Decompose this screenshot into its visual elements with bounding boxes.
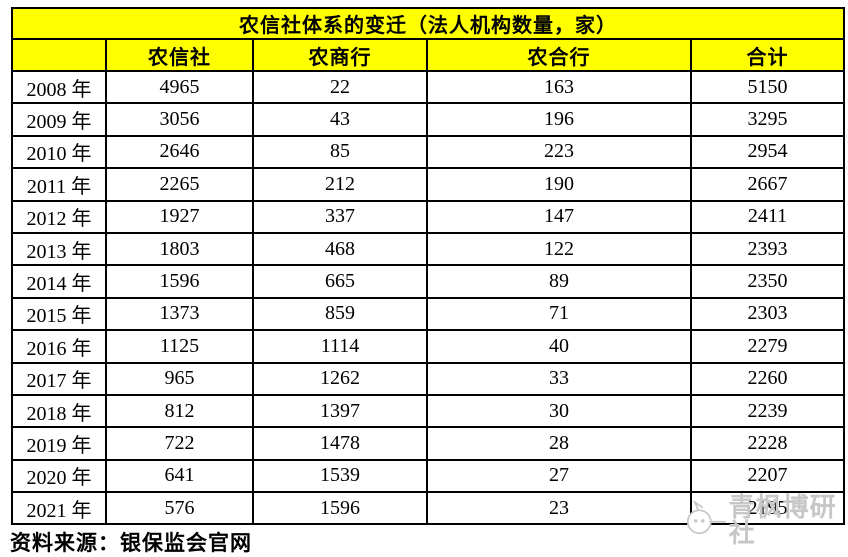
value-cell: 665 [252,264,428,299]
table-row: 2019 年 722 1478 28 2228 [11,426,845,461]
header-rural-credit-coop: 农信社 [105,38,254,72]
value-cell: 28 [426,426,692,461]
value-cell: 2207 [690,458,845,494]
value-cell: 4965 [105,69,254,105]
value-cell: 27 [426,458,692,494]
value-cell: 3056 [105,102,254,137]
table-row: 2018 年 812 1397 30 2239 [11,393,845,429]
year-cell: 2015 年 [11,296,107,332]
year-cell: 2019 年 [11,426,107,461]
value-cell: 43 [252,102,428,137]
year-cell: 2017 年 [11,361,107,396]
header-row: 农信社 农商行 农合行 合计 [11,38,845,72]
header-rural-commercial-bank: 农商行 [252,38,428,72]
value-cell: 71 [426,296,692,332]
year-cell: 2016 年 [11,329,107,364]
value-cell: 190 [426,167,692,202]
table-row: 2011 年 2265 212 190 2667 [11,167,845,202]
value-cell: 2393 [690,231,845,267]
value-cell: 1539 [252,458,428,494]
value-cell: 859 [252,296,428,332]
table-row: 2015 年 1373 859 71 2303 [11,296,845,332]
value-cell: 1114 [252,329,428,364]
value-cell: 468 [252,231,428,267]
value-cell: 2303 [690,296,845,332]
year-cell: 2008 年 [11,69,107,105]
value-cell: 2195 [690,491,845,526]
value-cell: 2239 [690,393,845,429]
table-body: 2008 年 4965 22 163 5150 2009 年 3056 43 196 3295 20… [11,69,845,526]
value-cell: 812 [105,393,254,429]
table-row: 2016 年 1125 1114 40 2279 [11,329,845,364]
year-cell: 2010 年 [11,134,107,170]
value-cell: 3295 [690,102,845,137]
year-cell: 2012 年 [11,199,107,234]
table-row: 2008 年 4965 22 163 5150 [11,69,845,105]
value-cell: 722 [105,426,254,461]
value-cell: 2265 [105,167,254,202]
table-row: 2013 年 1803 468 122 2393 [11,231,845,267]
table-row: 2021 年 576 1596 23 2195 [11,491,845,526]
value-cell: 2279 [690,329,845,364]
institutions-table: 农信社体系的变迁（法人机构数量，家） 农信社 农商行 农合行 合计 2008 年… [11,7,845,526]
table-row: 2010 年 2646 85 223 2954 [11,134,845,170]
value-cell: 2228 [690,426,845,461]
value-cell: 337 [252,199,428,234]
year-cell: 2009 年 [11,102,107,137]
header-total: 合计 [690,38,845,72]
value-cell: 30 [426,393,692,429]
value-cell: 1397 [252,393,428,429]
table-row: 2020 年 641 1539 27 2207 [11,458,845,494]
value-cell: 147 [426,199,692,234]
value-cell: 2667 [690,167,845,202]
value-cell: 223 [426,134,692,170]
value-cell: 2260 [690,361,845,396]
year-cell: 2011 年 [11,167,107,202]
value-cell: 965 [105,361,254,396]
value-cell: 22 [252,69,428,105]
table-row: 2012 年 1927 337 147 2411 [11,199,845,234]
year-cell: 2018 年 [11,393,107,429]
year-cell: 2013 年 [11,231,107,267]
value-cell: 89 [426,264,692,299]
value-cell: 1927 [105,199,254,234]
value-cell: 1803 [105,231,254,267]
value-cell: 196 [426,102,692,137]
value-cell: 85 [252,134,428,170]
value-cell: 122 [426,231,692,267]
value-cell: 33 [426,361,692,396]
value-cell: 2350 [690,264,845,299]
header-rural-cooperative-bank: 农合行 [426,38,692,72]
header-year-blank [11,38,107,72]
table-row: 2017 年 965 1262 33 2260 [11,361,845,396]
value-cell: 1262 [252,361,428,396]
institutions-table-container: 农信社体系的变迁（法人机构数量，家） 农信社 农商行 农合行 合计 2008 年… [11,7,845,526]
value-cell: 2646 [105,134,254,170]
value-cell: 40 [426,329,692,364]
value-cell: 1596 [105,264,254,299]
table-row: 2009 年 3056 43 196 3295 [11,102,845,137]
value-cell: 641 [105,458,254,494]
title-row: 农信社体系的变迁（法人机构数量，家） [11,7,845,40]
year-cell: 2014 年 [11,264,107,299]
value-cell: 576 [105,491,254,526]
value-cell: 1125 [105,329,254,364]
value-cell: 1478 [252,426,428,461]
value-cell: 163 [426,69,692,105]
year-cell: 2020 年 [11,458,107,494]
table-row: 2014 年 1596 665 89 2350 [11,264,845,299]
value-cell: 2411 [690,199,845,234]
value-cell: 212 [252,167,428,202]
source-note: 资料来源：银保监会官网 [10,532,252,555]
table-title: 农信社体系的变迁（法人机构数量，家） [11,7,845,40]
value-cell: 2954 [690,134,845,170]
value-cell: 23 [426,491,692,526]
value-cell: 1596 [252,491,428,526]
value-cell: 1373 [105,296,254,332]
value-cell: 5150 [690,69,845,105]
year-cell: 2021 年 [11,491,107,526]
